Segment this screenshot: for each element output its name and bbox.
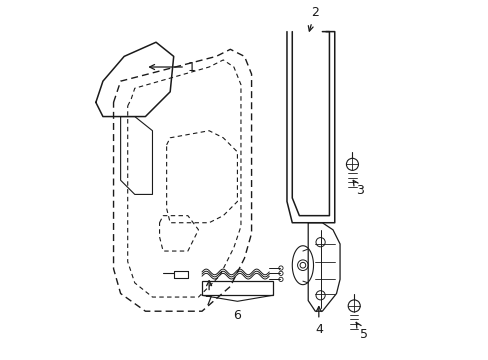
- Text: 7: 7: [204, 281, 213, 308]
- Text: 4: 4: [314, 307, 322, 336]
- Text: 5: 5: [355, 322, 367, 341]
- Bar: [202, 281, 272, 295]
- Text: 3: 3: [352, 180, 363, 197]
- Text: 1: 1: [149, 60, 195, 73]
- Text: 2: 2: [307, 6, 318, 31]
- Text: 6: 6: [233, 310, 241, 323]
